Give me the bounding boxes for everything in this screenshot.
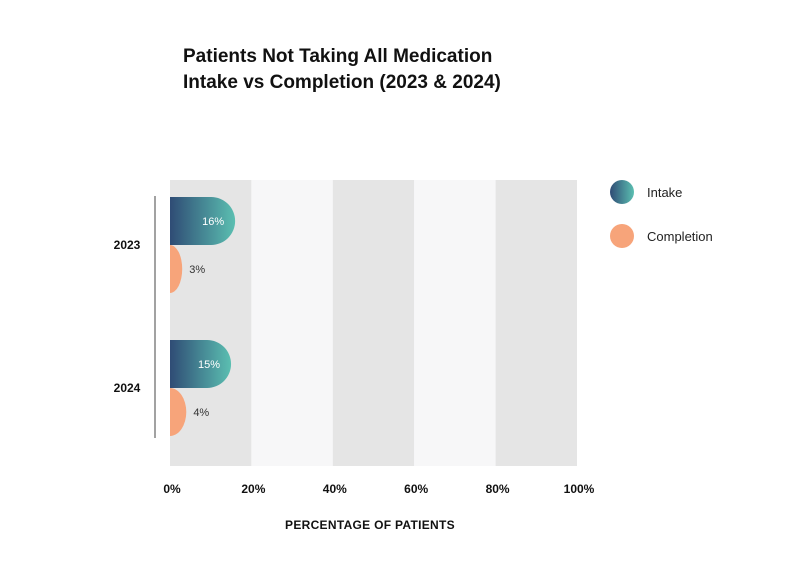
x-tick-label: 60% [404, 482, 428, 496]
bar-intake[interactable] [170, 197, 236, 246]
grid-band [414, 180, 496, 466]
x-axis-title: PERCENTAGE OF PATIENTS [285, 518, 455, 532]
y-category-label: 2024 [114, 381, 141, 395]
grid-band [495, 180, 577, 466]
chart-title-line-1: Patients Not Taking All Medication [183, 46, 493, 67]
legend-item-intake[interactable]: Intake [610, 180, 713, 204]
data-label: 4% [193, 407, 209, 419]
legend-label-intake: Intake [647, 184, 683, 200]
data-label: 16% [202, 216, 224, 228]
legend-item-completion[interactable]: Completion [610, 224, 713, 248]
data-label: 3% [189, 264, 205, 276]
x-tick-label: 40% [323, 482, 347, 496]
bar-completion[interactable] [170, 245, 183, 293]
bar-completion[interactable] [170, 388, 187, 436]
grid-band [251, 180, 333, 466]
data-label: 15% [198, 359, 220, 371]
legend: Intake Completion [610, 180, 713, 268]
x-tick-label: 100% [564, 482, 595, 496]
x-tick-label: 0% [163, 482, 181, 496]
chart-title: Patients Not Taking All Medication Intak… [183, 44, 501, 96]
y-category-label: 2023 [114, 238, 141, 252]
legend-swatch-intake [610, 180, 634, 204]
bar-intake[interactable] [170, 340, 232, 388]
x-tick-label: 80% [486, 482, 510, 496]
grid-band [332, 180, 415, 466]
legend-swatch-completion [610, 224, 634, 248]
chart-title-line-2: Intake vs Completion (2023 & 2024) [183, 72, 501, 93]
legend-label-completion: Completion [647, 228, 713, 244]
x-tick-label: 20% [241, 482, 265, 496]
